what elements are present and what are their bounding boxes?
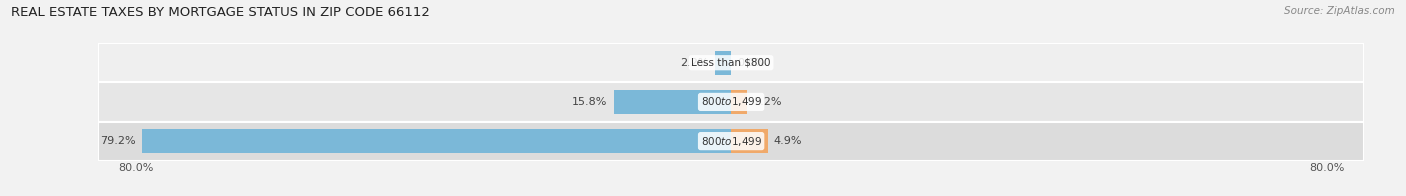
Text: 15.8%: 15.8% — [572, 97, 607, 107]
Text: Less than $800: Less than $800 — [692, 58, 770, 68]
Text: REAL ESTATE TAXES BY MORTGAGE STATUS IN ZIP CODE 66112: REAL ESTATE TAXES BY MORTGAGE STATUS IN … — [11, 6, 430, 19]
Bar — [98, 82, 1364, 122]
Bar — [142, 129, 731, 153]
Text: 4.9%: 4.9% — [773, 136, 801, 146]
Bar — [731, 129, 768, 153]
Bar — [98, 43, 1364, 82]
Bar — [613, 90, 731, 114]
Text: 2.2%: 2.2% — [681, 58, 709, 68]
Text: 2.2%: 2.2% — [754, 97, 782, 107]
Text: 0.0%: 0.0% — [737, 58, 765, 68]
Text: $800 to $1,499: $800 to $1,499 — [700, 95, 762, 108]
Bar — [714, 51, 731, 75]
Text: 79.2%: 79.2% — [100, 136, 135, 146]
Text: Source: ZipAtlas.com: Source: ZipAtlas.com — [1284, 6, 1395, 16]
Bar — [98, 122, 1364, 161]
Text: $800 to $1,499: $800 to $1,499 — [700, 135, 762, 148]
Bar — [731, 90, 748, 114]
